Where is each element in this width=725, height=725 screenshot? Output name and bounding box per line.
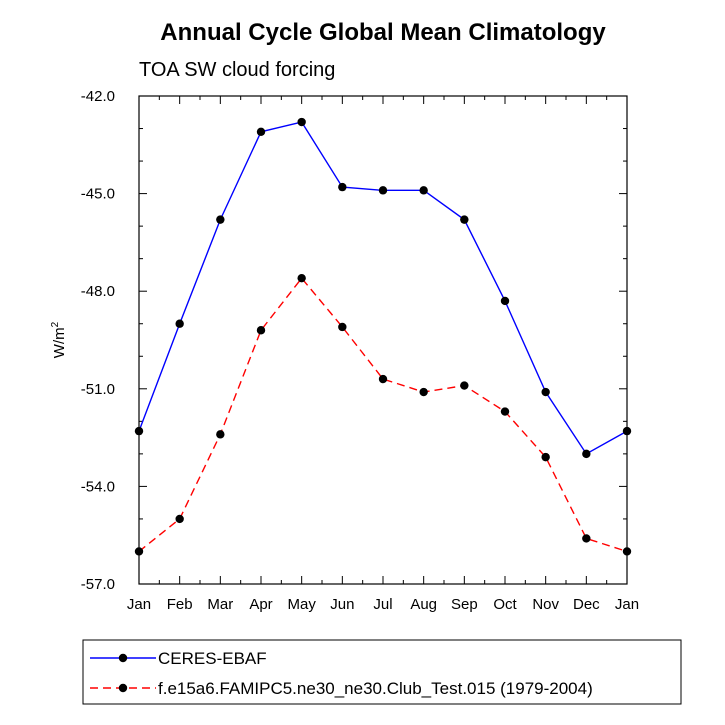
legend-label-2: f.e15a6.FAMIPC5.ne30_ne30.Club_Test.015 … xyxy=(158,679,593,698)
data-point xyxy=(256,127,266,136)
x-tick-label: Nov xyxy=(532,596,559,613)
x-tick-label: Apr xyxy=(249,596,272,613)
y-tick-label: -45.0 xyxy=(81,186,115,203)
y-axis-label-text: W/m xyxy=(51,327,68,358)
data-point xyxy=(622,426,632,436)
legend-box xyxy=(82,639,682,705)
data-point xyxy=(419,186,428,195)
x-tick-label: Jul xyxy=(373,596,392,613)
x-tick-label: Mar xyxy=(207,596,233,613)
x-tick-label: Dec xyxy=(573,596,600,613)
data-point xyxy=(338,182,347,192)
data-point xyxy=(622,547,632,556)
data-point xyxy=(175,514,184,524)
x-tick-label: Jun xyxy=(330,596,354,613)
data-point xyxy=(175,319,184,328)
data-point xyxy=(216,430,225,439)
data-point xyxy=(134,547,144,556)
data-point xyxy=(297,273,306,283)
data-point xyxy=(419,387,428,397)
data-point xyxy=(582,534,591,543)
data-point xyxy=(541,452,550,462)
series-2 xyxy=(134,273,632,556)
y-tick-label: -42.0 xyxy=(81,88,115,105)
x-tick-label: Jan xyxy=(615,596,639,613)
plot-frame xyxy=(138,95,628,585)
data-point xyxy=(541,387,550,397)
y-axis-label: W/m2 xyxy=(50,321,68,358)
legend-label-1: CERES-EBAF xyxy=(158,649,267,668)
legend-marker-1 xyxy=(118,653,128,663)
axes: Jan Feb Mar Apr May Jun Jul Aug Sep Oct Nov Dec Jan-… xyxy=(81,88,639,613)
data-point xyxy=(460,215,469,224)
y-tick-label: -57.0 xyxy=(81,576,115,593)
chart-subtitle: TOA SW cloud forcing xyxy=(139,59,335,81)
x-tick-label: Sep xyxy=(451,596,478,613)
series-line xyxy=(138,277,628,553)
chart-title: Annual Cycle Global Mean Climatology xyxy=(160,19,606,46)
series-layer xyxy=(134,117,632,556)
data-point xyxy=(378,374,388,384)
data-point xyxy=(460,381,469,390)
x-tick-label: May xyxy=(287,596,316,613)
y-tick-label: -51.0 xyxy=(81,381,115,398)
data-point xyxy=(378,186,388,195)
series-1 xyxy=(134,117,632,459)
data-point xyxy=(582,449,591,459)
legend: CERES-EBAF f.e15a6.FAMIPC5.ne30_ne30.Club… xyxy=(82,639,682,705)
data-point xyxy=(500,407,510,416)
data-point xyxy=(256,326,266,335)
legend-marker-2 xyxy=(118,683,128,693)
data-point xyxy=(134,426,144,436)
x-tick-label: Feb xyxy=(167,596,193,613)
x-tick-label: Aug xyxy=(410,596,437,613)
y-axis-label-sup: 2 xyxy=(50,321,61,327)
data-point xyxy=(216,215,225,224)
y-tick-label: -48.0 xyxy=(81,283,115,300)
data-point xyxy=(338,322,347,332)
data-point xyxy=(500,296,510,306)
data-point xyxy=(297,117,306,127)
x-tick-label: Oct xyxy=(493,596,517,613)
y-tick-label: -54.0 xyxy=(81,478,115,495)
series-line xyxy=(138,121,628,455)
x-tick-label: Jan xyxy=(127,596,151,613)
